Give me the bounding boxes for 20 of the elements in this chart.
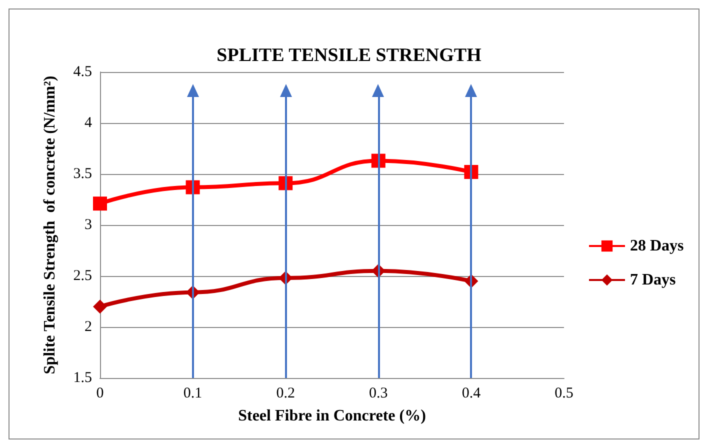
chart-title: SPLITE TENSILE STRENGTH: [216, 45, 482, 66]
y-tick-label: 2.5: [73, 268, 92, 284]
legend-label: 7 Days: [630, 272, 676, 288]
y-axis-title: Splite Tensile Strength of concrete (N/mm²): [42, 76, 58, 374]
y-tick-label: 4: [84, 115, 92, 131]
y-tick-label: 3.5: [73, 166, 92, 182]
y-tick-label: 2: [84, 319, 92, 335]
x-axis-title: Steel Fibre in Concrete (%): [238, 408, 426, 424]
x-tick-label: 0.3: [369, 386, 388, 402]
x-tick-label: 0.2: [276, 386, 295, 402]
x-tick-label: 0.4: [462, 386, 482, 402]
y-tick-label: 4.5: [73, 64, 92, 80]
y-tick-label: 1.5: [73, 370, 92, 386]
y-tick-label: 3: [84, 217, 92, 233]
point: [93, 300, 107, 314]
x-tick-label: 0: [96, 386, 104, 402]
x-tick-label: 0.1: [183, 386, 202, 402]
legend-label: 28 Days: [630, 238, 684, 254]
point: [93, 196, 107, 211]
x-tick-label: 0.5: [554, 386, 574, 402]
